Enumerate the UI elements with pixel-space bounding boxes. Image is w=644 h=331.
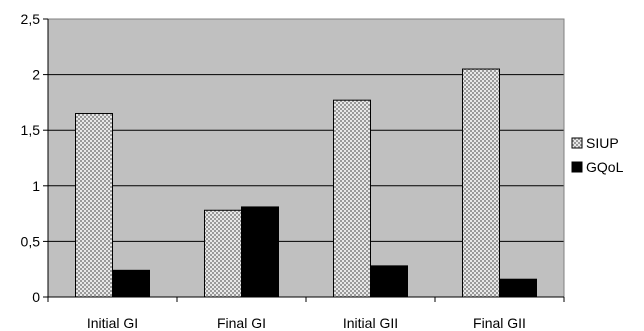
bars xyxy=(75,68,537,298)
bar-siup-initial-gii xyxy=(333,99,371,298)
bar-gqol-initial-gii xyxy=(370,265,408,298)
y-tick-label: 2 xyxy=(32,67,40,83)
legend-swatch-gqol xyxy=(571,161,583,173)
bar-gqol-final-gii xyxy=(499,278,537,298)
legend-label-gqol: GQoL xyxy=(586,159,624,175)
legend-swatch-siup xyxy=(571,137,583,149)
x-tick-labels: Initial GI Final GI Initial GII Final GII xyxy=(87,315,526,331)
y-tick-labels: 0 0,5 1 1,5 2 2,5 xyxy=(21,11,41,305)
x-tick-label: Initial GII xyxy=(343,315,398,331)
bar-siup-final-gi xyxy=(204,209,242,298)
y-tick-label: 1,5 xyxy=(21,122,41,138)
x-tick-label: Final GII xyxy=(473,315,526,331)
axes xyxy=(43,18,565,302)
legend: SIUP GQoL xyxy=(571,135,624,175)
bar-siup-initial-gi xyxy=(75,113,113,298)
y-tick-label: 0,5 xyxy=(21,233,41,249)
bar-gqol-initial-gi xyxy=(112,269,150,298)
y-tick-label: 1 xyxy=(32,178,40,194)
bar-siup-final-gii xyxy=(462,68,500,298)
y-tick-label: 2,5 xyxy=(21,11,41,27)
x-tick-label: Initial GI xyxy=(87,315,138,331)
bar-gqol-final-gi xyxy=(241,206,279,298)
y-tick-label: 0 xyxy=(32,289,40,305)
legend-label-siup: SIUP xyxy=(586,135,619,151)
x-tick-label: Final GI xyxy=(217,315,266,331)
